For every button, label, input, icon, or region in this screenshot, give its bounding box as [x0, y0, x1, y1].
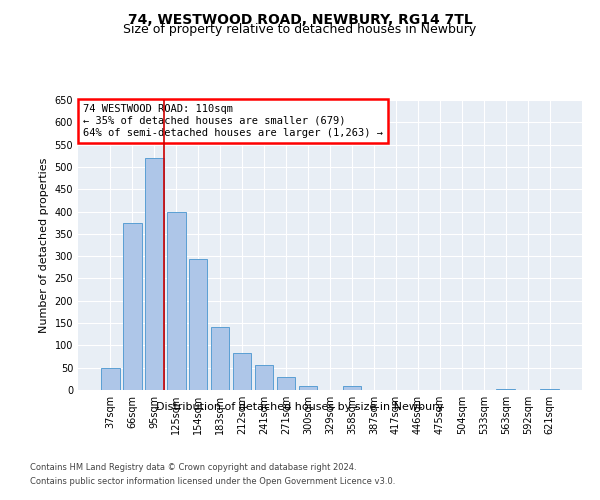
- Y-axis label: Number of detached properties: Number of detached properties: [39, 158, 49, 332]
- Bar: [211, 326, 229, 390]
- Bar: [343, 386, 361, 390]
- Bar: [189, 260, 208, 390]
- Text: Contains public sector information licensed under the Open Government Licence v3: Contains public sector information licen…: [30, 478, 395, 486]
- Bar: [255, 365, 274, 390]
- Bar: [123, 222, 142, 390]
- Bar: [101, 368, 119, 390]
- Bar: [233, 354, 251, 390]
- Bar: [167, 212, 185, 390]
- Bar: [541, 389, 559, 390]
- Text: Distribution of detached houses by size in Newbury: Distribution of detached houses by size …: [157, 402, 443, 412]
- Text: 74 WESTWOOD ROAD: 110sqm
← 35% of detached houses are smaller (679)
64% of semi-: 74 WESTWOOD ROAD: 110sqm ← 35% of detach…: [83, 104, 383, 138]
- Text: 74, WESTWOOD ROAD, NEWBURY, RG14 7TL: 74, WESTWOOD ROAD, NEWBURY, RG14 7TL: [128, 12, 472, 26]
- Bar: [277, 377, 295, 390]
- Text: Size of property relative to detached houses in Newbury: Size of property relative to detached ho…: [124, 22, 476, 36]
- Bar: [145, 158, 164, 390]
- Bar: [496, 388, 515, 390]
- Text: Contains HM Land Registry data © Crown copyright and database right 2024.: Contains HM Land Registry data © Crown c…: [30, 462, 356, 471]
- Bar: [299, 386, 317, 390]
